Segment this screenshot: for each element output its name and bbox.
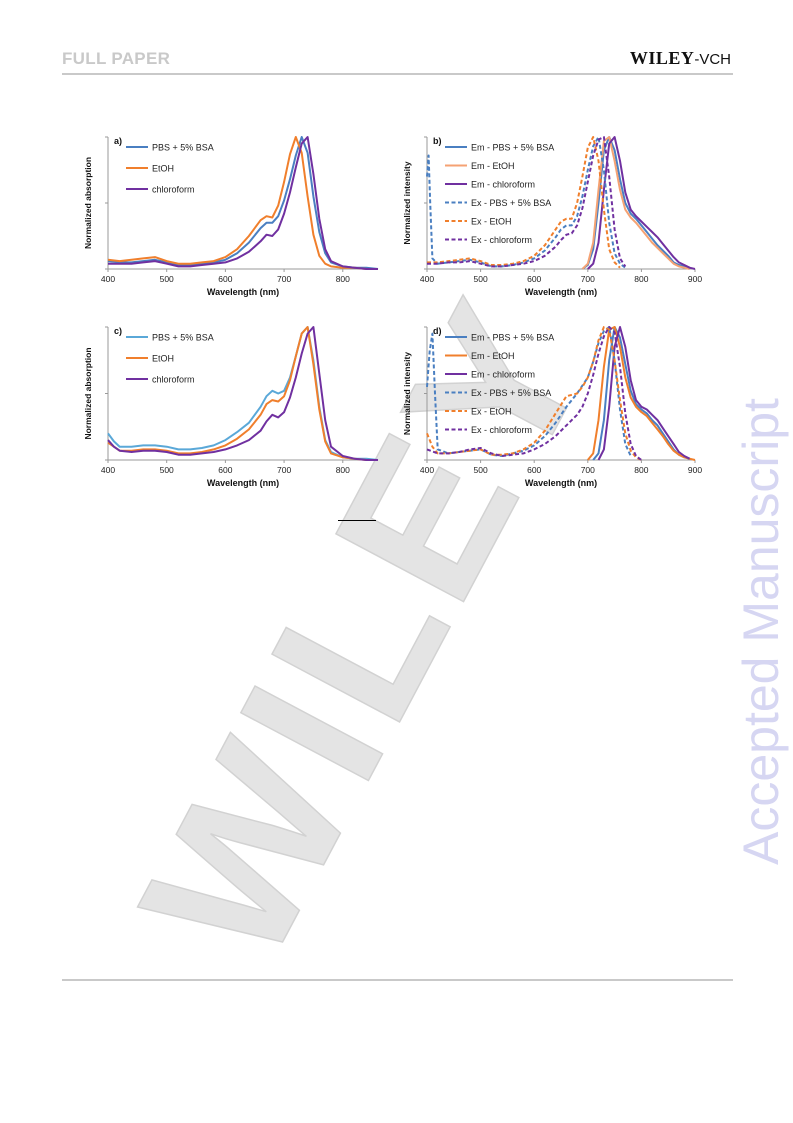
x-tick-label: 700 bbox=[277, 274, 291, 284]
panel-label: d) bbox=[433, 326, 442, 336]
x-tick-label: 400 bbox=[420, 274, 434, 284]
series-line-2 bbox=[107, 326, 378, 461]
x-tick-label: 400 bbox=[101, 465, 115, 475]
publisher-logo: WILEY-VCH bbox=[630, 48, 731, 69]
legend-label: Ex - PBS + 5% BSA bbox=[471, 388, 551, 398]
x-tick-label: 500 bbox=[160, 274, 174, 284]
header-rule bbox=[62, 73, 733, 75]
section-title: FULL PAPER bbox=[62, 49, 171, 68]
series-line-1 bbox=[107, 326, 379, 461]
x-tick-label: 900 bbox=[688, 465, 702, 475]
y-axis-label: Normalized intensity bbox=[402, 161, 412, 244]
x-tick-label: 500 bbox=[160, 465, 174, 475]
legend-label: Em - EtOH bbox=[471, 161, 515, 171]
x-tick-label: 800 bbox=[336, 274, 350, 284]
series-line-6 bbox=[426, 326, 642, 461]
series-line-5 bbox=[426, 326, 642, 461]
y-axis-label: Normalized absorption bbox=[83, 157, 93, 249]
x-axis-label: Wavelength (nm) bbox=[207, 287, 279, 297]
chart-panel-3: 400 500 600 700 800 Wavelength (nm) Normalized… bbox=[83, 326, 379, 488]
x-tick-label: 700 bbox=[581, 465, 595, 475]
side-watermark-text: Accepted Manuscript bbox=[733, 398, 789, 865]
x-tick-label: 600 bbox=[527, 465, 541, 475]
series-line-2 bbox=[587, 326, 696, 461]
legend-label: Ex - chloroform bbox=[471, 235, 532, 245]
y-axis-label: Normalized intensity bbox=[402, 352, 412, 435]
panel-label: c) bbox=[114, 326, 122, 336]
legend-label: chloroform bbox=[152, 185, 195, 195]
series-line-2 bbox=[107, 136, 378, 270]
x-tick-label: 600 bbox=[527, 274, 541, 284]
legend-label: Ex - PBS + 5% BSA bbox=[471, 198, 551, 208]
series-line-3 bbox=[108, 136, 378, 270]
panel-label: a) bbox=[114, 136, 122, 146]
legend-label: PBS + 5% BSA bbox=[152, 143, 214, 153]
legend-label: Em - chloroform bbox=[471, 180, 535, 190]
legend-label: Ex - chloroform bbox=[471, 425, 532, 435]
legend-label: EtOH bbox=[152, 164, 174, 174]
panel-label: b) bbox=[433, 136, 442, 146]
series-line-3 bbox=[587, 136, 696, 270]
legend-label: Ex - EtOH bbox=[471, 407, 512, 417]
x-tick-label: 500 bbox=[474, 274, 488, 284]
series-line-3 bbox=[107, 326, 378, 461]
chart-panel-4: 400 500 600 700 800 900 Wavelength (nm) Normali… bbox=[402, 326, 702, 488]
x-tick-label: 800 bbox=[336, 465, 350, 475]
y-axis-label: Normalized absorption bbox=[83, 347, 93, 439]
figure-link-underline bbox=[338, 520, 376, 521]
legend-label: Ex - EtOH bbox=[471, 217, 512, 227]
series-line-4 bbox=[426, 136, 626, 269]
chart-panel-1: 400 500 600 700 800 Wavelength (nm) Normalized… bbox=[83, 136, 379, 297]
x-tick-label: 500 bbox=[474, 465, 488, 475]
x-tick-label: 900 bbox=[688, 274, 702, 284]
x-tick-label: 400 bbox=[101, 274, 115, 284]
legend-label: EtOH bbox=[152, 354, 174, 364]
footer-rule bbox=[62, 979, 733, 981]
x-tick-label: 700 bbox=[581, 274, 595, 284]
series-line-1 bbox=[107, 136, 379, 270]
legend-label: Em - EtOH bbox=[471, 351, 515, 361]
series-line-5 bbox=[427, 136, 621, 269]
x-axis-label: Wavelength (nm) bbox=[207, 478, 279, 488]
legend-label: Em - PBS + 5% BSA bbox=[471, 333, 554, 343]
series-line-6 bbox=[427, 136, 627, 268]
x-tick-label: 800 bbox=[634, 465, 648, 475]
publisher-suffix: -VCH bbox=[694, 51, 731, 68]
legend-label: PBS + 5% BSA bbox=[152, 333, 214, 343]
x-axis-label: Wavelength (nm) bbox=[525, 287, 597, 297]
series-line-1 bbox=[581, 136, 690, 270]
x-axis-label: Wavelength (nm) bbox=[525, 478, 597, 488]
legend-label: chloroform bbox=[152, 375, 195, 385]
x-tick-label: 800 bbox=[634, 274, 648, 284]
chart-panel-2: 400 500 600 700 800 900 Wavelength (nm) Normali… bbox=[402, 136, 702, 297]
side-watermark: Accepted Manuscript bbox=[733, 398, 789, 865]
x-tick-label: 600 bbox=[218, 274, 232, 284]
legend-label: Em - PBS + 5% BSA bbox=[471, 143, 554, 153]
publisher-main: WILEY bbox=[629, 48, 695, 68]
x-tick-label: 600 bbox=[218, 465, 232, 475]
x-tick-label: 400 bbox=[420, 465, 434, 475]
legend-label: Em - chloroform bbox=[471, 370, 535, 380]
x-tick-label: 700 bbox=[277, 465, 291, 475]
